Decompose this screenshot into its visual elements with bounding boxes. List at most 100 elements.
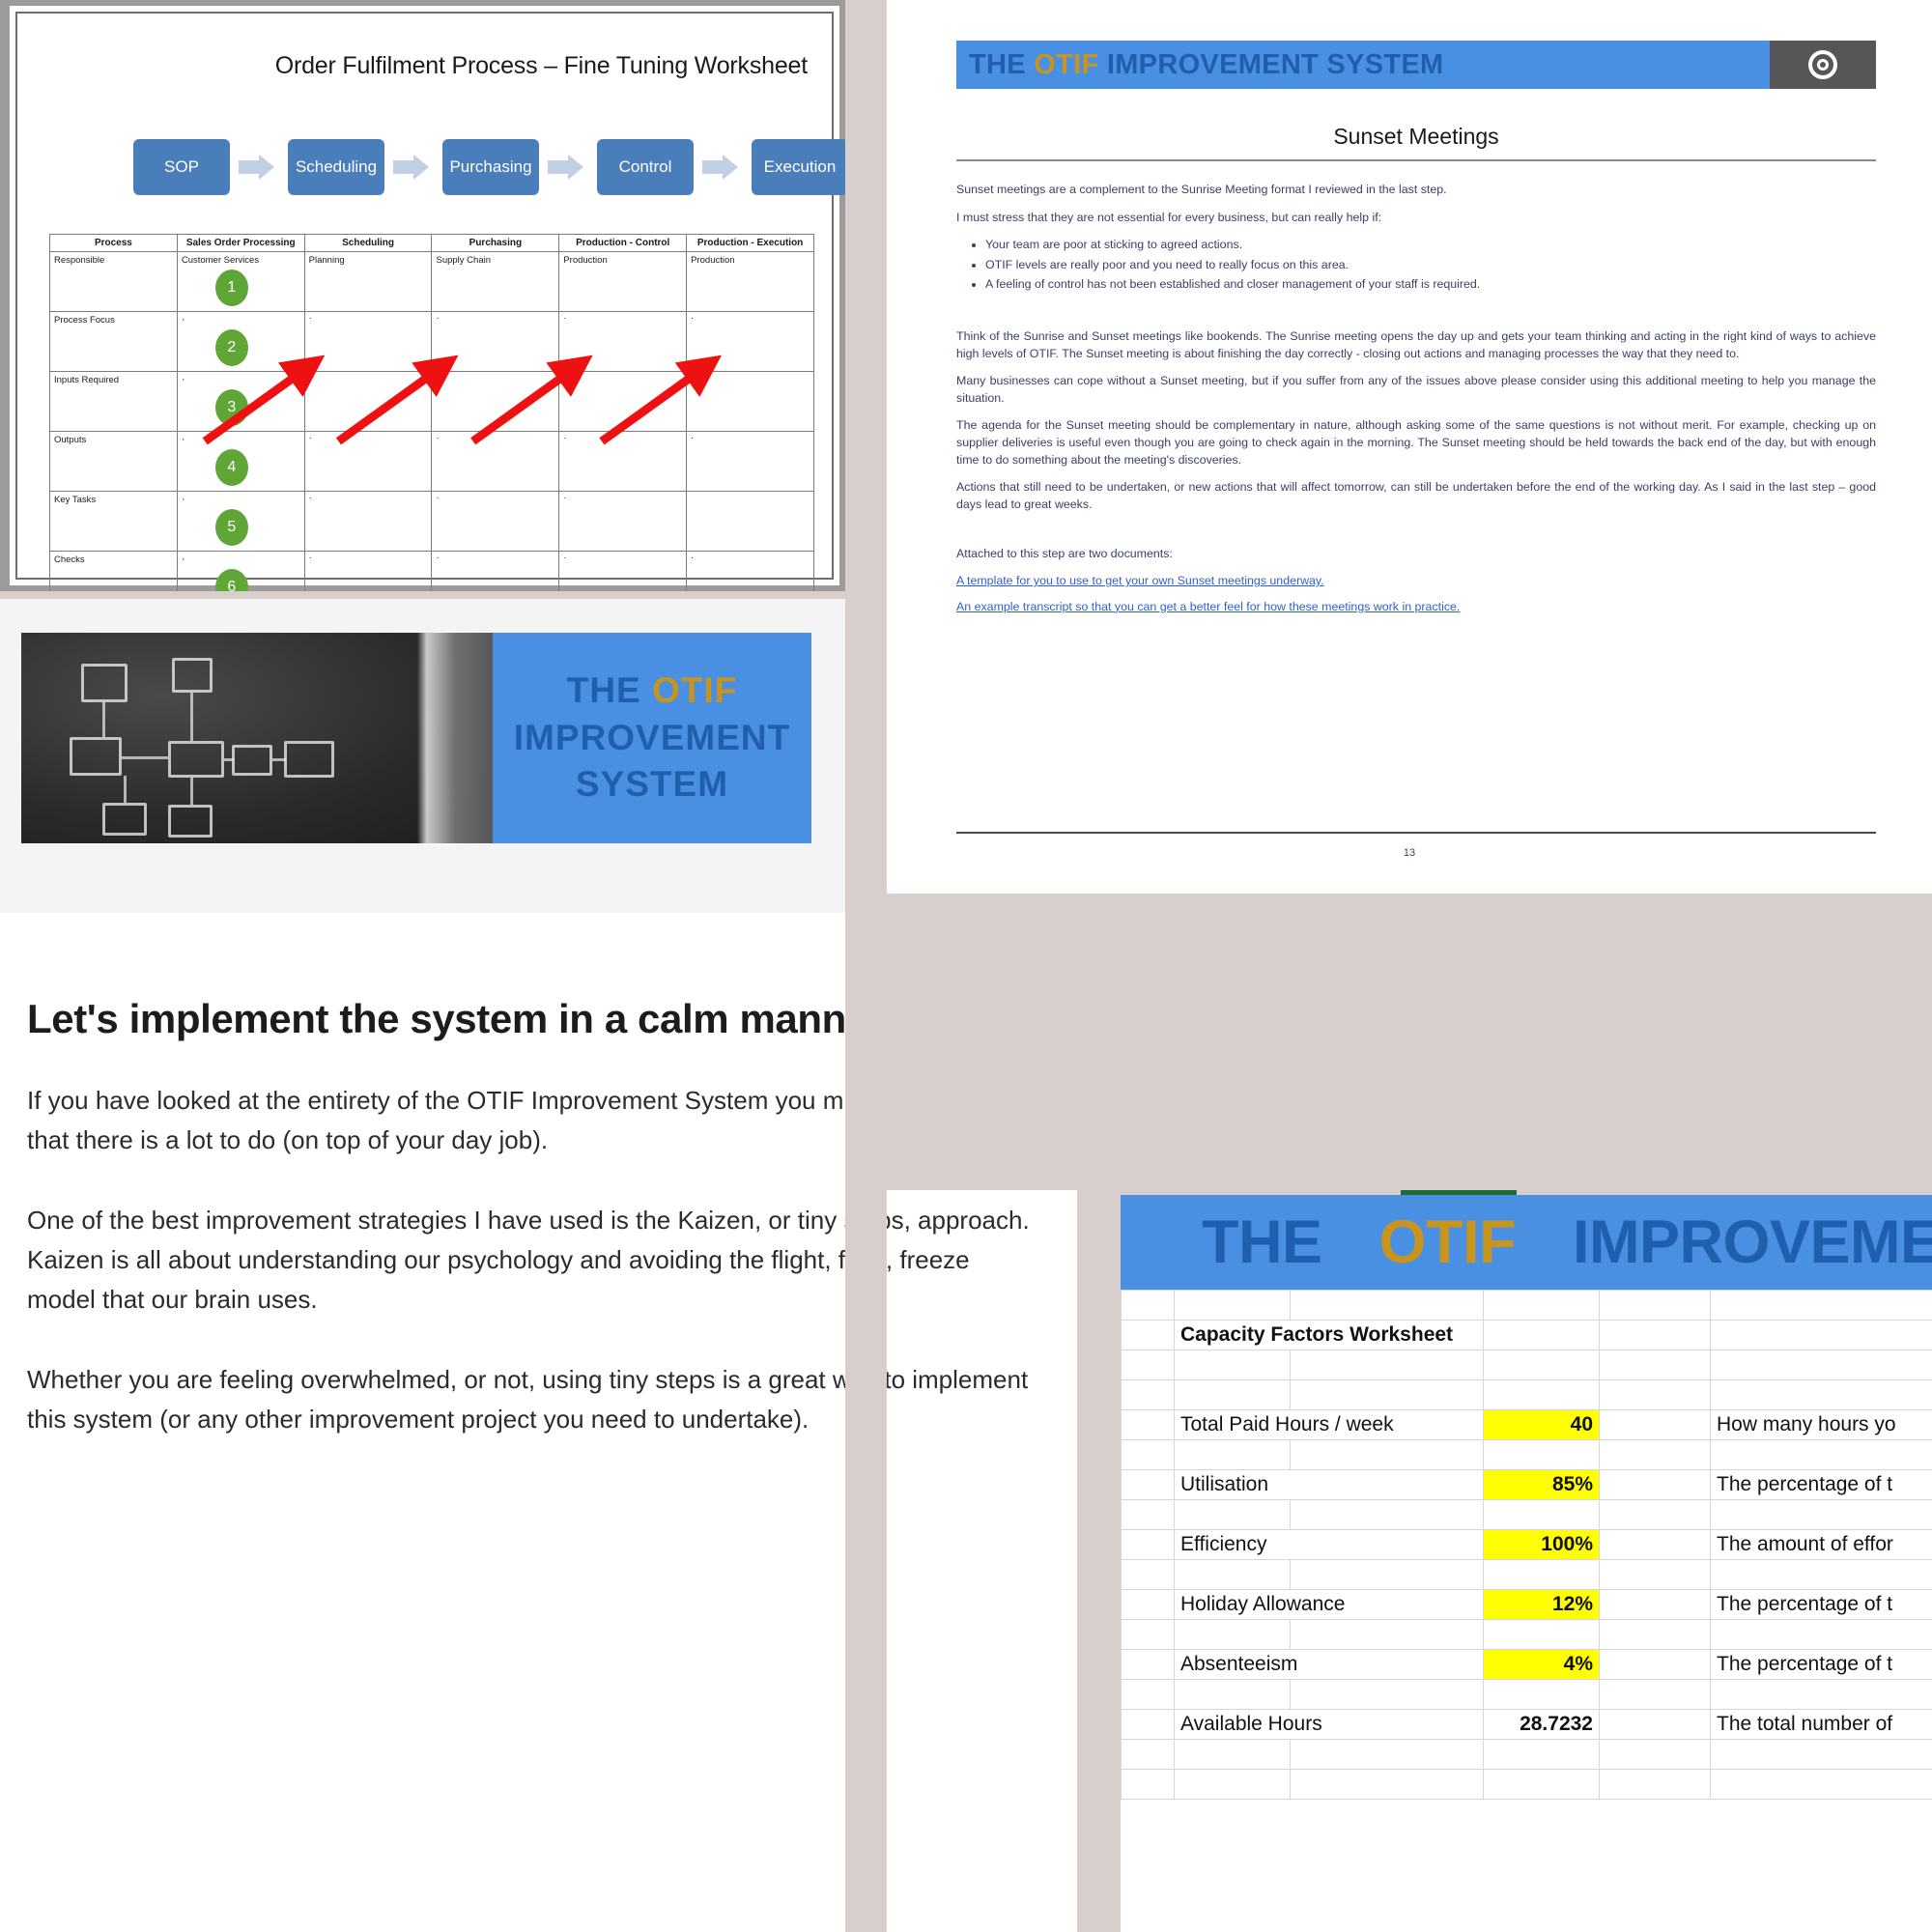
grid-cell[interactable] — [1174, 1379, 1291, 1410]
grid-cell[interactable] — [1483, 1290, 1600, 1321]
value-available-hours[interactable]: 28.7232 — [1483, 1709, 1600, 1740]
grid-cell[interactable] — [1599, 1379, 1711, 1410]
value-efficiency[interactable]: 100% — [1483, 1529, 1600, 1560]
grid-cell[interactable] — [1290, 1619, 1484, 1650]
grid-cell[interactable] — [1710, 1290, 1932, 1321]
grid-cell[interactable] — [1599, 1739, 1711, 1770]
description-utilisation[interactable]: The percentage of t — [1710, 1469, 1932, 1500]
grid-cell[interactable] — [1710, 1769, 1932, 1800]
grid-cell[interactable] — [1121, 1619, 1175, 1650]
description-absenteeism[interactable]: The percentage of t — [1710, 1649, 1932, 1680]
grid-cell[interactable] — [1121, 1589, 1175, 1620]
grid-cell[interactable] — [1599, 1350, 1711, 1380]
grid-cell[interactable] — [1121, 1379, 1175, 1410]
grid-cell[interactable] — [1174, 1679, 1291, 1710]
description-holiday-allowance[interactable]: The percentage of t — [1710, 1589, 1932, 1620]
attachment-link-transcript[interactable]: An example transcript so that you can ge… — [956, 599, 1461, 613]
row-label-utilisation[interactable]: Utilisation — [1174, 1469, 1484, 1500]
grid-cell[interactable] — [1710, 1499, 1932, 1530]
grid-cell[interactable] — [1599, 1469, 1711, 1500]
grid-cell[interactable] — [1121, 1709, 1175, 1740]
grid-cell[interactable] — [1710, 1619, 1932, 1650]
grid-cell[interactable] — [1710, 1320, 1932, 1350]
grid-cell[interactable] — [1599, 1709, 1711, 1740]
grid-cell[interactable] — [1174, 1739, 1291, 1770]
grid-cell[interactable] — [1121, 1739, 1175, 1770]
sheet-tab-strip[interactable] — [1121, 1190, 1932, 1195]
value-total-paid-hours[interactable]: 40 — [1483, 1409, 1600, 1440]
grid-cell[interactable] — [1483, 1559, 1600, 1590]
grid-cell[interactable] — [1290, 1350, 1484, 1380]
grid-cell[interactable] — [1174, 1499, 1291, 1530]
grid-cell[interactable] — [1174, 1439, 1291, 1470]
grid-cell[interactable] — [1483, 1350, 1600, 1380]
grid-cell[interactable] — [1174, 1559, 1291, 1590]
grid-cell[interactable] — [1121, 1649, 1175, 1680]
row-label-available-hours[interactable]: Available Hours — [1174, 1709, 1484, 1740]
grid-cell[interactable] — [1121, 1290, 1175, 1321]
grid-cell[interactable] — [1290, 1439, 1484, 1470]
grid-cell[interactable] — [1121, 1559, 1175, 1590]
grid-cell[interactable] — [1599, 1589, 1711, 1620]
grid-cell[interactable] — [1599, 1649, 1711, 1680]
grid-cell[interactable] — [1710, 1379, 1932, 1410]
grid-cell[interactable] — [1121, 1350, 1175, 1380]
flow-step-purchasing[interactable]: Purchasing — [442, 139, 539, 195]
grid-cell[interactable] — [1290, 1559, 1484, 1590]
grid-cell[interactable] — [1121, 1469, 1175, 1500]
grid-cell[interactable] — [1290, 1290, 1484, 1321]
grid-cell[interactable] — [1121, 1529, 1175, 1560]
row-label-total-paid-hours[interactable]: Total Paid Hours / week — [1174, 1409, 1484, 1440]
flow-step-scheduling[interactable]: Scheduling — [288, 139, 384, 195]
grid-cell[interactable] — [1710, 1679, 1932, 1710]
grid-cell[interactable] — [1121, 1439, 1175, 1470]
description-efficiency[interactable]: The amount of effor — [1710, 1529, 1932, 1560]
grid-cell[interactable] — [1290, 1679, 1484, 1710]
grid-cell[interactable] — [1483, 1739, 1600, 1770]
grid-cell[interactable] — [1599, 1679, 1711, 1710]
grid-cell[interactable] — [1599, 1439, 1711, 1470]
grid-cell[interactable] — [1710, 1439, 1932, 1470]
grid-cell[interactable] — [1174, 1290, 1291, 1321]
grid-cell[interactable] — [1599, 1290, 1711, 1321]
grid-cell[interactable] — [1599, 1499, 1711, 1530]
attachment-link-template[interactable]: A template for you to use to get your ow… — [956, 574, 1324, 588]
active-sheet-tab[interactable] — [1401, 1190, 1517, 1195]
grid-cell[interactable] — [1290, 1379, 1484, 1410]
grid-cell[interactable] — [1710, 1559, 1932, 1590]
grid-cell[interactable] — [1599, 1769, 1711, 1800]
grid-cell[interactable] — [1710, 1739, 1932, 1770]
description-total-paid-hours[interactable]: How many hours yo — [1710, 1409, 1932, 1440]
grid-cell[interactable] — [1710, 1350, 1932, 1380]
grid-cell[interactable] — [1599, 1409, 1711, 1440]
grid-cell[interactable] — [1290, 1769, 1484, 1800]
grid-cell[interactable] — [1599, 1320, 1711, 1350]
flow-step-sop[interactable]: SOP — [133, 139, 230, 195]
grid-cell[interactable] — [1599, 1529, 1711, 1560]
row-label-absenteeism[interactable]: Absenteeism — [1174, 1649, 1484, 1680]
row-label-holiday-allowance[interactable]: Holiday Allowance — [1174, 1589, 1484, 1620]
grid-cell[interactable] — [1599, 1619, 1711, 1650]
grid-cell[interactable] — [1174, 1350, 1291, 1380]
row-label-efficiency[interactable]: Efficiency — [1174, 1529, 1484, 1560]
grid-cell[interactable] — [1121, 1769, 1175, 1800]
flow-step-execution[interactable]: Execution — [752, 139, 848, 195]
grid-cell[interactable] — [1483, 1379, 1600, 1410]
description-available-hours[interactable]: The total number of — [1710, 1709, 1932, 1740]
grid-cell[interactable] — [1483, 1499, 1600, 1530]
grid-cell[interactable] — [1290, 1739, 1484, 1770]
value-absenteeism[interactable]: 4% — [1483, 1649, 1600, 1680]
grid-cell[interactable] — [1121, 1320, 1175, 1350]
value-holiday-allowance[interactable]: 12% — [1483, 1589, 1600, 1620]
spreadsheet-title[interactable]: Capacity Factors Worksheet — [1174, 1320, 1484, 1350]
grid-cell[interactable] — [1483, 1320, 1600, 1350]
grid-cell[interactable] — [1483, 1679, 1600, 1710]
grid-cell[interactable] — [1121, 1409, 1175, 1440]
flow-step-control[interactable]: Control — [597, 139, 694, 195]
grid-cell[interactable] — [1174, 1769, 1291, 1800]
grid-cell[interactable] — [1483, 1769, 1600, 1800]
value-utilisation[interactable]: 85% — [1483, 1469, 1600, 1500]
grid-cell[interactable] — [1121, 1679, 1175, 1710]
grid-cell[interactable] — [1483, 1439, 1600, 1470]
grid-cell[interactable] — [1483, 1619, 1600, 1650]
